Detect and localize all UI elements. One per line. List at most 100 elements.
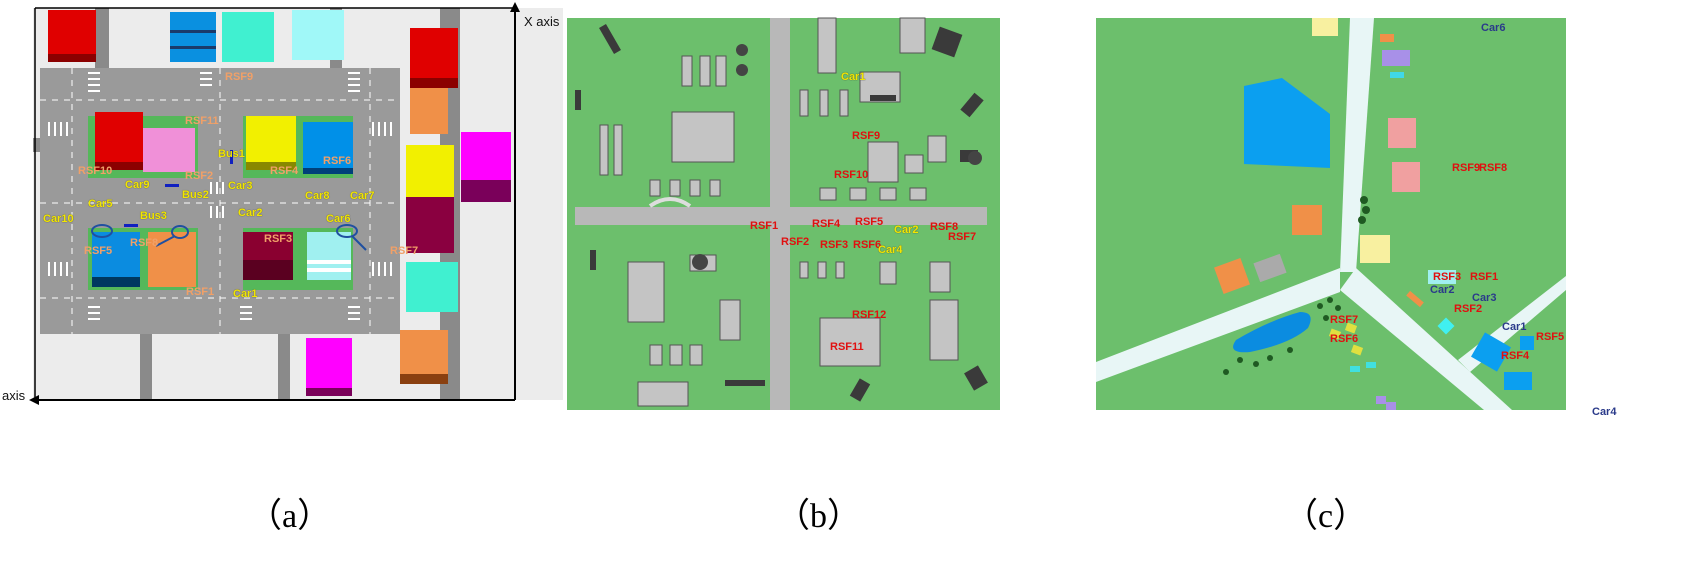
building-magenta-east [461,132,511,180]
road-b-vertical [770,18,790,410]
map-label-car2: Car2 [238,207,263,219]
building-c-yellow [1360,235,1390,263]
map-label-bus1: Bus1 [218,148,245,160]
map-label-car8: Car8 [305,190,330,202]
map-b-buildings [599,17,959,407]
map-label-rsf5: RSF5 [855,216,884,228]
map-label-rsf4: RSF4 [1501,350,1530,362]
trees [1223,196,1370,375]
building-blue-sw [92,232,140,277]
map-label-rsf8: RSF8 [930,221,959,233]
map-label-rsf5: RSF5 [84,245,113,257]
bus3-marker [124,224,138,227]
building-c-orange [1292,205,1322,235]
map-label-rsf2: RSF2 [781,236,810,248]
map-label-rsf9: RSF9 [1452,162,1481,174]
bus1-marker [230,150,233,164]
building-teal-east [406,262,458,312]
map-label-rsf1: RSF1 [750,220,779,232]
building-orange [148,232,196,287]
map-label-rsf7: RSF7 [1330,314,1359,326]
map-label-rsf3: RSF3 [1433,271,1462,283]
map-label-rsf8: RSF8 [130,237,159,249]
building-c-blue-large [1244,78,1330,168]
map-b-dark-buildings [575,24,988,402]
building-teal-top [222,12,274,62]
building-orange-east [410,88,448,134]
road-north-1 [95,8,109,68]
map-b-background [567,18,1000,410]
map-label-rsf9: RSF9 [225,71,254,83]
building-pink [143,128,195,172]
map-label-rsf6: RSF6 [853,239,882,251]
building-cyan [307,232,351,280]
map-label-car1: Car1 [841,71,866,83]
panel-a-map: X axis axis RSF9 RSF11 Bus1 RSF10 RSF4 RSF6 RS… [0,0,600,450]
map-label-rsf12: RSF12 [852,309,887,321]
building-red-top [48,10,96,58]
map-label-bus2: Bus2 [182,189,209,201]
panel-a-svg [29,2,563,405]
building-magenta-south [306,338,352,388]
caption-c: （c） [1284,498,1368,535]
map-label-car4: Car4 [878,244,903,256]
map-label-rsf6: RSF6 [1330,333,1359,345]
map-label-car7: Car7 [350,190,375,202]
map-label-car2: Car2 [894,224,919,236]
map-label-car10: Car10 [43,213,74,225]
road-c-southwest [1096,268,1340,382]
building-orange-south [400,330,448,374]
rsf-marker-circle [91,224,113,238]
building-maroon-east [406,197,454,253]
building-yellow-east [406,145,454,197]
bus2-marker [165,184,179,187]
building-red [95,112,143,162]
road-west-stub [33,138,43,152]
map-label-rsf4: RSF4 [270,165,299,177]
map-label-rsf3: RSF3 [820,239,849,251]
building-c-lavender [1382,50,1410,66]
map-label-car1: Car1 [233,288,258,300]
building-yellow [246,116,296,162]
road-b-horizontal [575,207,987,225]
caption-a: （a） [248,498,332,535]
map-label-rsf1: RSF1 [186,286,215,298]
map-c-background [1096,18,1566,410]
road-south-2 [278,334,290,400]
lane-markings [40,68,400,334]
pond [1233,312,1311,353]
y-axis-label: axis [2,388,26,403]
map-label-rsf1: RSF1 [1470,271,1499,283]
map-label-car3: Car3 [1472,292,1497,304]
map-label-rsf9: RSF9 [852,130,881,142]
rsf-marker-circle [171,225,189,239]
map-label-car4: Car4 [1592,406,1617,418]
building-lightcyan-top [292,10,344,60]
map-label-rsf8: RSF8 [1479,162,1508,174]
map-label-rsf3: RSF3 [264,233,293,245]
map-label-rsf11: RSF11 [830,341,864,353]
map-label-rsf2: RSF2 [1454,303,1483,315]
map-label-rsf2: RSF2 [185,170,214,182]
road-c-southeast [1340,268,1512,410]
map-label-car2: Car2 [1430,284,1455,296]
map-label-rsf7: RSF7 [948,231,977,243]
map-label-car9: Car9 [125,179,150,191]
map-label-rsf10: RSF10 [834,169,869,181]
map-label-car5: Car5 [88,198,113,210]
x-axis-label: X axis [524,14,560,29]
road-south-1 [140,334,152,400]
map-label-car1: Car1 [1502,321,1527,333]
map-label-rsf4: RSF4 [812,218,841,230]
map-label-car3: Car3 [228,180,253,192]
building-blue [303,122,353,168]
map-label-car6: Car6 [326,213,351,225]
rsf-marker-circle [336,224,358,238]
map-label-rsf11: RSF11 [185,115,219,127]
map-label-car6: Car6 [1481,22,1506,34]
map-label-rsf5: RSF5 [1536,331,1565,343]
map-label-bus3: Bus3 [140,210,167,222]
caption-b: （b） [776,498,861,535]
road-c-east [1458,276,1566,372]
map-label-rsf10: RSF10 [78,165,113,177]
